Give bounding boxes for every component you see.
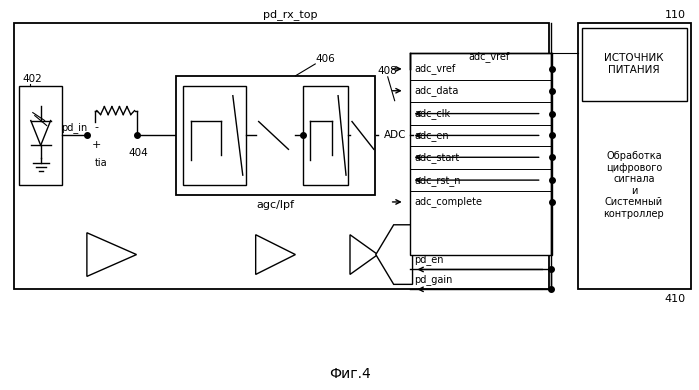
Text: 410: 410	[665, 294, 686, 304]
Text: Обработка
цифрового
сигнала
и
Системный
контроллер: Обработка цифрового сигнала и Системный …	[603, 151, 664, 219]
Text: adc_rst_n: adc_rst_n	[415, 175, 461, 186]
Text: adc_complete: adc_complete	[415, 197, 482, 207]
Polygon shape	[376, 225, 412, 284]
Text: adc_clk: adc_clk	[415, 108, 451, 119]
Text: ADC: ADC	[384, 130, 407, 140]
Bar	[15, 23, 549, 289]
Text: pd_en: pd_en	[415, 254, 444, 265]
Text: adc_vref: adc_vref	[415, 64, 456, 74]
Text: Фиг.4: Фиг.4	[329, 367, 371, 381]
Text: tia: tia	[94, 158, 107, 168]
Text: pd_gain: pd_gain	[415, 274, 453, 285]
Text: adc_data: adc_data	[415, 85, 459, 96]
Text: 404: 404	[129, 148, 148, 158]
Text: 402: 402	[22, 74, 42, 84]
Text: adc_vref: adc_vref	[468, 51, 510, 62]
Bar	[303, 86, 348, 185]
Text: 408: 408	[378, 66, 398, 76]
Text: adc_start: adc_start	[415, 152, 460, 163]
Bar	[578, 23, 691, 289]
Bar	[176, 76, 375, 195]
Text: pd_in: pd_in	[61, 122, 87, 133]
Text: adc_en: adc_en	[415, 130, 449, 141]
Text: agc/lpf: agc/lpf	[257, 200, 294, 210]
Text: +: +	[92, 140, 101, 151]
Text: 406: 406	[315, 54, 335, 64]
Bar	[582, 28, 686, 101]
Text: -: -	[95, 122, 99, 133]
Text: pd_rx_top: pd_rx_top	[264, 9, 317, 20]
Bar	[20, 86, 62, 185]
Bar	[183, 86, 246, 185]
Text: ИСТОЧНИК
ПИТАНИЯ: ИСТОЧНИК ПИТАНИЯ	[604, 53, 664, 75]
Text: 110: 110	[665, 10, 686, 20]
Bar	[410, 53, 552, 255]
